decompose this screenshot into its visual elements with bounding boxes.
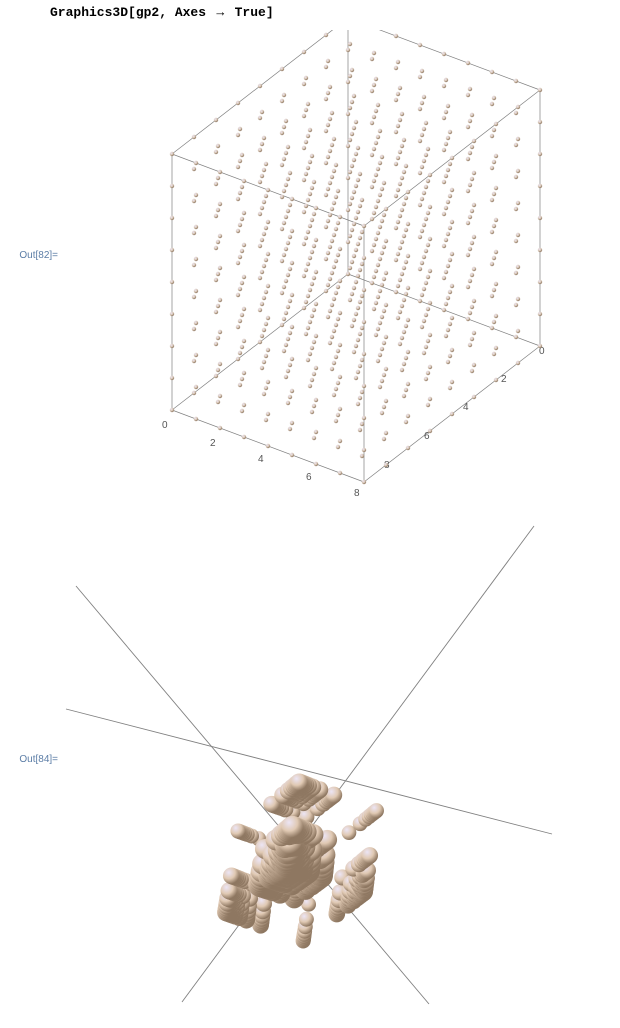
svg-text:0: 0 [162, 420, 168, 431]
plot3d-boxed[interactable]: 024680246802468 [64, 30, 554, 510]
svg-text:2: 2 [501, 374, 507, 385]
svg-text:6: 6 [306, 472, 312, 483]
code-text-suffix: True] [227, 5, 274, 20]
code-text-prefix: Graphics3D[gp2, Axes [50, 5, 214, 20]
svg-text:4: 4 [463, 402, 469, 413]
svg-text:2: 2 [210, 438, 216, 449]
rule-arrow: → [214, 4, 227, 19]
output-cell-82: Out[82]= 024680246802468 [0, 30, 620, 524]
output-cell-84: Out[84]= [0, 524, 620, 1028]
output-label-82: Out[82]= [0, 250, 64, 261]
svg-text:4: 4 [258, 454, 264, 465]
output-label-84: Out[84]= [0, 754, 64, 765]
svg-text:8: 8 [354, 488, 360, 499]
input-cell: Graphics3D[gp2, Axes → True] [0, 0, 620, 30]
plot3d-cluster-svg[interactable] [64, 524, 554, 1014]
plot3d-boxed-svg[interactable]: 024680246802468 [64, 30, 554, 510]
plot3d-cluster[interactable] [64, 524, 554, 1014]
